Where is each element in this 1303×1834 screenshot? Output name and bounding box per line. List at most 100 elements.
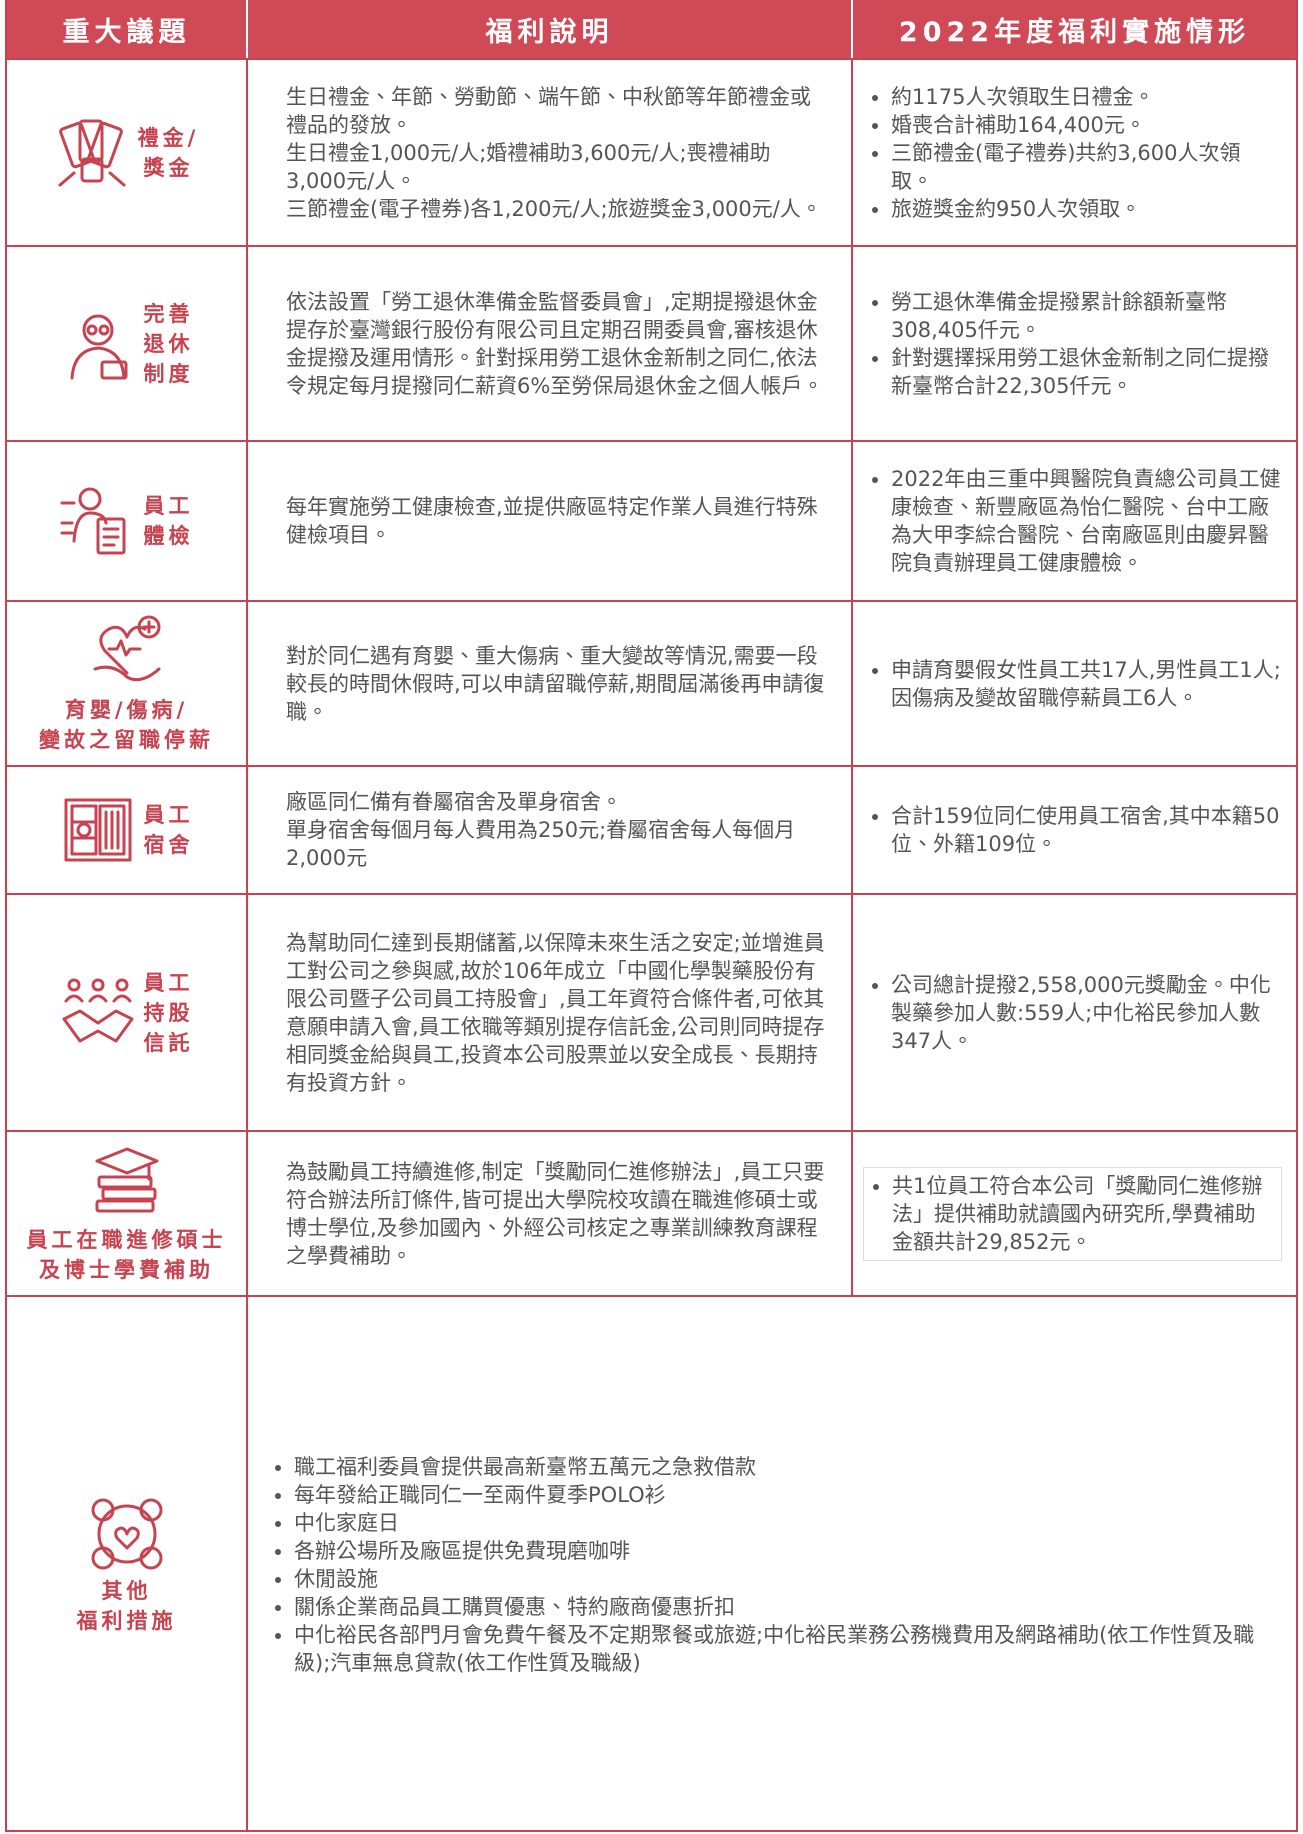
status-list: 2022年由三重中興醫院負責總公司員工健康檢查、新豐廠區為怡仁醫院、台中工廠為大… (863, 465, 1282, 577)
benefit-item: 中化裕民各部門月會免費午餐及不定期聚餐或旅遊;中化裕民業務公務機費用及網路補助(… (294, 1621, 1270, 1677)
topic-label: 員工 宿舍 (144, 800, 194, 860)
topic-icon (95, 1147, 158, 1212)
status-item: 勞工退休準備金提撥累計餘額新臺幣308,405仟元。 (891, 288, 1282, 344)
description-cell: 為幫助同仁達到長期儲蓄,以保障未來生活之安定;並增進員工對公司之參與感,故於10… (246, 893, 851, 1130)
status-item: 約1175人次領取生日禮金。 (891, 83, 1282, 111)
topic-label: 員工 體檢 (144, 491, 194, 551)
topic-line: 持股 (143, 1000, 194, 1025)
topic-line: 福利措施 (76, 1608, 177, 1633)
status-list: 申請育嬰假女性員工共17人,男性員工1人;因傷病及變故留職停薪員工6人。 (863, 656, 1282, 712)
topic-cell: 員工 宿舍 (7, 765, 246, 893)
topic-label: 育嬰/傷病/變故之留職停薪 (39, 695, 214, 755)
topic-icon (70, 314, 127, 379)
topic-line: 體檢 (143, 524, 194, 548)
topic-cell: 員工 持股 信託 (7, 893, 246, 1130)
description-cell: 對於同仁遇有育嬰、重大傷病、重大變故等情況,需要一段較長的時間休假時,可以申請留… (246, 600, 851, 765)
description-cell: 每年實施勞工健康檢查,並提供廠區特定作業人員進行特殊健檢項目。 (246, 440, 851, 600)
topic-line: 育嬰/傷病/ (64, 697, 189, 722)
benefit-list: 職工福利委員會提供最高新臺幣五萬元之急救借款每年發給正職同仁一至兩件夏季POLO… (266, 1453, 1270, 1677)
benefit-item: 休閒設施 (294, 1565, 1270, 1593)
topic-line: 員工 (143, 970, 194, 995)
topic-label: 禮金/獎金 (138, 123, 200, 183)
benefit-item: 關係企業商品員工購買優惠、特約廠商優惠折扣 (294, 1593, 1270, 1621)
topic-icon (91, 1498, 162, 1569)
topic-line: 制度 (143, 361, 194, 386)
status-item: 2022年由三重中興醫院負責總公司員工健康檢查、新豐廠區為怡仁醫院、台中工廠為大… (891, 465, 1282, 577)
status-cell: 公司總計提撥2,558,000元獎勵金。中化製藥參加人數:559人;中化裕民參加… (851, 893, 1296, 1130)
status-item: 公司總計提撥2,558,000元獎勵金。中化製藥參加人數:559人;中化裕民參加… (891, 971, 1282, 1055)
benefit-item: 中化家庭日 (294, 1509, 1270, 1537)
topic-label: 員工在職進修碩士 及博士學費補助 (27, 1225, 227, 1285)
description: 生日禮金、年節、勞動節、端午節、中秋節等年節禮金或禮品的發放。 生日禮金1,000… (286, 83, 825, 223)
topic-label: 完善 退休 制度 (144, 299, 194, 389)
status-item: 申請育嬰假女性員工共17人,男性員工1人;因傷病及變故留職停薪員工6人。 (891, 656, 1282, 712)
description-paragraph: 對於同仁遇有育嬰、重大傷病、重大變故等情況,需要一段較長的時間休假時,可以申請留… (286, 643, 825, 724)
header-cell: 福利說明 (246, 0, 851, 58)
status-cell: 勞工退休準備金提撥累計餘額新臺幣308,405仟元。針對選擇採用勞工退休金新制之… (851, 245, 1296, 440)
topic-cell: 其他 福利措施 (7, 1295, 246, 1832)
topic-icon (60, 487, 125, 555)
topic-icon (62, 978, 133, 1042)
status-item: 旅遊獎金約950人次領取。 (891, 195, 1282, 223)
description-cell: 為鼓勵員工持續進修,制定「獎勵同仁進修辦法」,員工只要符合辦法所訂條件,皆可提出… (246, 1130, 851, 1295)
topic-line: 退休 (143, 331, 194, 356)
benefit-item: 各辦公場所及廠區提供免費現磨咖啡 (294, 1537, 1270, 1565)
description: 廠區同仁備有眷屬宿舍及單身宿舍。單身宿舍每個月每人費用為250元;眷屬宿舍每人每… (286, 788, 825, 872)
description-paragraph: 每年實施勞工健康檢查,並提供廠區特定作業人員進行特殊健檢項目。 (286, 495, 818, 547)
status-item: 合計159位同仁使用員工宿舍,其中本籍50位、外籍109位。 (891, 802, 1282, 858)
description: 為幫助同仁達到長期儲蓄,以保障未來生活之安定;並增進員工對公司之參與感,故於10… (286, 929, 825, 1097)
status-list: 共1位員工符合本公司「獎勵同仁進修辦法」提供補助就讀國內研究所,學費補助金額共計… (863, 1166, 1282, 1261)
status-item: 三節禮金(電子禮券)共約3,600人次領取。 (891, 139, 1282, 195)
description-cell: 生日禮金、年節、勞動節、端午節、中秋節等年節禮金或禮品的發放。 生日禮金1,000… (246, 58, 851, 245)
topic-line: 禮金/ (137, 125, 200, 150)
topic-line: 宿舍 (143, 833, 194, 857)
description-paragraph: 為幫助同仁達到長期儲蓄,以保障未來生活之安定;並增進員工對公司之參與感,故於10… (286, 930, 825, 1095)
status-list: 勞工退休準備金提撥累計餘額新臺幣308,405仟元。針對選擇採用勞工退休金新制之… (863, 288, 1282, 400)
topic-cell: 育嬰/傷病/變故之留職停薪 (7, 600, 246, 765)
description-paragraph: 三節禮金(電子禮券)各1,200元/人;旅遊獎金3,000元/人。 (286, 196, 822, 221)
topic-icon (58, 119, 126, 186)
description-paragraph: 生日禮金、年節、勞動節、端午節、中秋節等年節禮金或禮品的發放。 (286, 84, 811, 137)
description-paragraph: 生日禮金1,000元/人;婚禮補助3,600元/人;喪禮補助3,000元/人。 (286, 140, 771, 193)
description-paragraph: 單身宿舍每個月每人費用為250元;眷屬宿舍每人每個月2,000元 (286, 818, 796, 870)
topic-cell: 員工 體檢 (7, 440, 246, 600)
topic-line: 信託 (143, 1030, 194, 1055)
status-list: 合計159位同仁使用員工宿舍,其中本籍50位、外籍109位。 (863, 802, 1282, 858)
header-cell: 2022年度福利實施情形 (851, 0, 1296, 58)
description: 為鼓勵員工持續進修,制定「獎勵同仁進修辦法」,員工只要符合辦法所訂條件,皆可提出… (286, 1158, 825, 1270)
topic-line: 員工在職進修碩士 (26, 1227, 227, 1252)
description-paragraph: 廠區同仁備有眷屬宿舍及單身宿舍。 (286, 790, 622, 814)
benefits-table: 重大議題 福利說明 2022年度福利實施情形禮金/獎金 生日禮金、年節、勞動節、端午節… (5, 0, 1298, 1832)
topic-line: 其他 (101, 1578, 152, 1603)
topic-line: 員工 (143, 803, 194, 827)
status-list: 公司總計提撥2,558,000元獎勵金。中化製藥參加人數:559人;中化裕民參加… (863, 971, 1282, 1055)
description-cell: 廠區同仁備有眷屬宿舍及單身宿舍。單身宿舍每個月每人費用為250元;眷屬宿舍每人每… (246, 765, 851, 893)
status-list: 約1175人次領取生日禮金。婚喪合計補助164,400元。三節禮金(電子禮券)共… (863, 83, 1282, 223)
topic-icon (93, 615, 160, 681)
topic-cell: 員工在職進修碩士 及博士學費補助 (7, 1130, 246, 1295)
benefit-item: 職工福利委員會提供最高新臺幣五萬元之急救借款 (294, 1453, 1270, 1481)
status-cell: 共1位員工符合本公司「獎勵同仁進修辦法」提供補助就讀國內研究所,學費補助金額共計… (851, 1130, 1296, 1295)
status-cell: 申請育嬰假女性員工共17人,男性員工1人;因傷病及變故留職停薪員工6人。 (851, 600, 1296, 765)
status-item: 針對選擇採用勞工退休金新制之同仁提撥新臺幣合計22,305仟元。 (891, 344, 1282, 400)
status-cell: 約1175人次領取生日禮金。婚喪合計補助164,400元。三節禮金(電子禮券)共… (851, 58, 1296, 245)
description: 每年實施勞工健康檢查,並提供廠區特定作業人員進行特殊健檢項目。 (286, 493, 825, 549)
description-paragraph: 為鼓勵員工持續進修,制定「獎勵同仁進修辦法」,員工只要符合辦法所訂條件,皆可提出… (286, 1159, 825, 1268)
description: 對於同仁遇有育嬰、重大傷病、重大變故等情況,需要一段較長的時間休假時,可以申請留… (286, 642, 825, 726)
description-paragraph: 依法設置「勞工退休準備金監督委員會」,定期提撥退休金提存於臺灣銀行股份有限公司且… (286, 289, 824, 398)
topic-line: 完善 (143, 301, 194, 326)
topic-line: 獎金 (143, 155, 194, 180)
benefit-item: 每年發給正職同仁一至兩件夏季POLO衫 (294, 1481, 1270, 1509)
topic-icon (64, 798, 131, 862)
status-cell: 2022年由三重中興醫院負責總公司員工健康檢查、新豐廠區為怡仁醫院、台中工廠為大… (851, 440, 1296, 600)
topic-label: 員工 持股 信託 (144, 968, 194, 1058)
topic-cell: 禮金/獎金 (7, 58, 246, 245)
topic-cell: 完善 退休 制度 (7, 245, 246, 440)
topic-line: 變故之留職停薪 (39, 727, 214, 752)
status-item: 婚喪合計補助164,400元。 (891, 111, 1282, 139)
description: 依法設置「勞工退休準備金監督委員會」,定期提撥退休金提存於臺灣銀行股份有限公司且… (286, 288, 825, 400)
topic-line: 員工 (143, 494, 194, 518)
status-cell: 合計159位同仁使用員工宿舍,其中本籍50位、外籍109位。 (851, 765, 1296, 893)
header-cell: 重大議題 (7, 0, 246, 58)
